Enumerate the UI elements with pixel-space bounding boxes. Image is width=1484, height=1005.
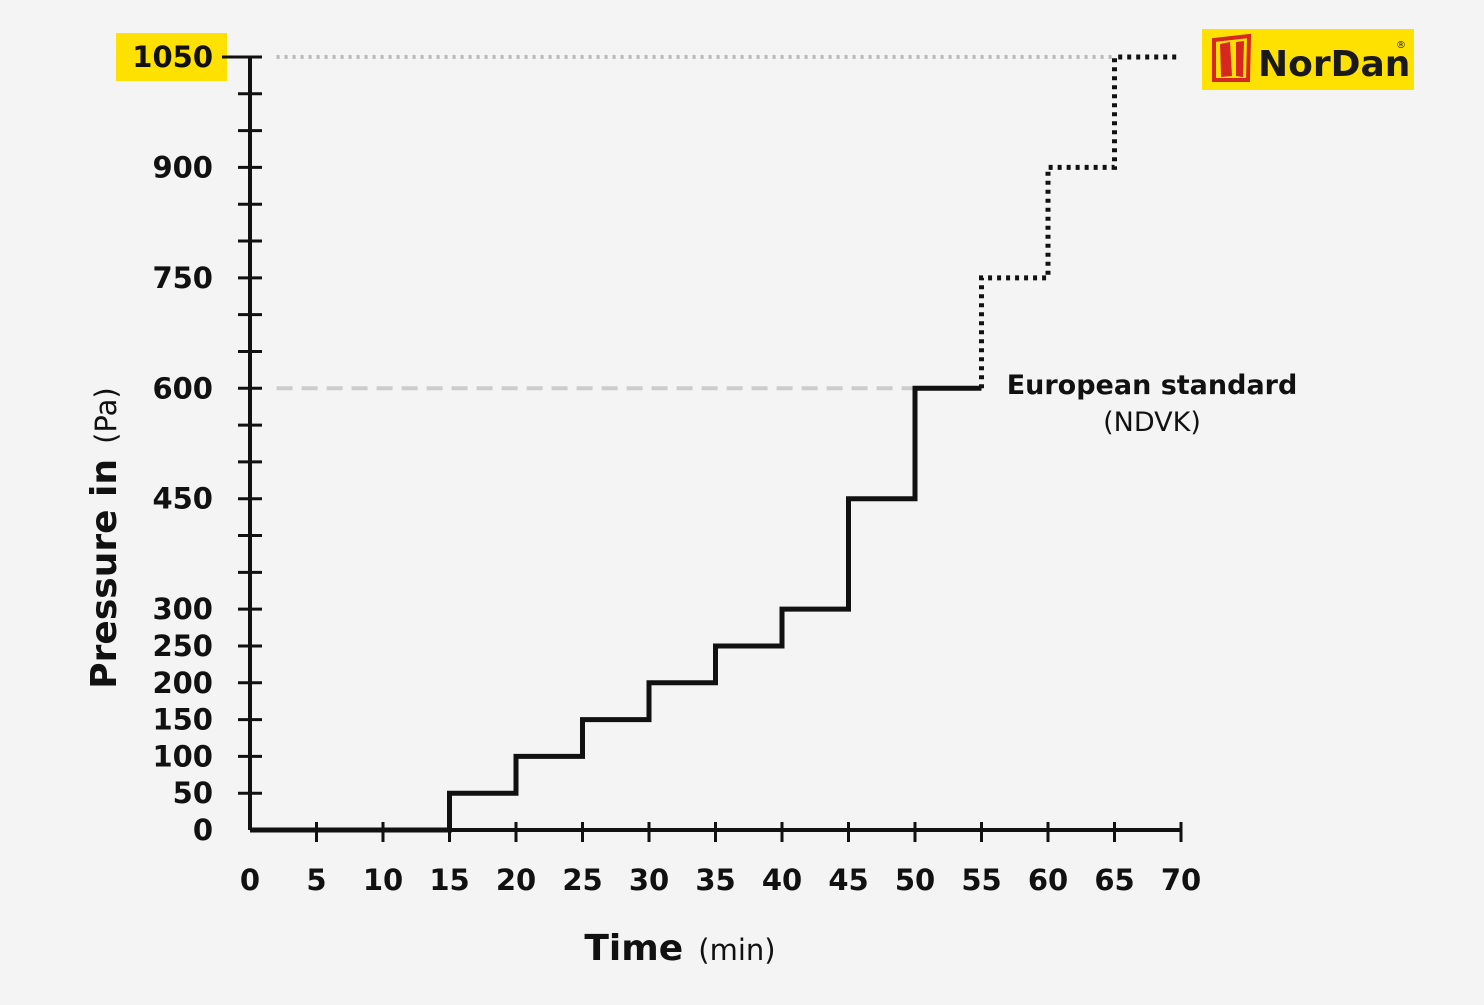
- svg-text:Time (min): Time (min): [584, 928, 775, 969]
- y-axis-title: Pressure in (Pa): [84, 387, 125, 688]
- x-tick-label-50: 50: [895, 863, 935, 897]
- y-axis-title-unit: (Pa): [89, 387, 123, 444]
- x-tick-label-15: 15: [429, 863, 469, 897]
- x-axis-title-unit: (min): [698, 933, 775, 967]
- y-tick-label-600: 600: [152, 371, 213, 405]
- y-axis-title-main: Pressure in: [84, 459, 125, 689]
- x-tick-label-70: 70: [1161, 863, 1201, 897]
- series-european-standard: [250, 385, 982, 833]
- y-tick-label-900: 900: [152, 150, 213, 184]
- x-tick-label-25: 25: [562, 863, 602, 897]
- y-tick-label-50: 50: [173, 776, 213, 810]
- y-tick-label-450: 450: [152, 482, 213, 516]
- x-tick-label-40: 40: [762, 863, 802, 897]
- logo-text: NorDan: [1258, 44, 1410, 85]
- annotation: European standard (NDVK): [1007, 370, 1298, 438]
- x-tick-label-55: 55: [961, 863, 1001, 897]
- y-tick-label-100: 100: [152, 739, 213, 773]
- x-axis-title-main: Time: [584, 928, 683, 969]
- y-tick-label-750: 750: [152, 261, 213, 295]
- x-tick-label-60: 60: [1028, 863, 1068, 897]
- logo-mark-icon: [1212, 33, 1252, 82]
- x-tick-label-10: 10: [363, 863, 403, 897]
- x-tick-label-5: 5: [306, 863, 326, 897]
- reference-lines: [276, 55, 1115, 391]
- x-tick-label-30: 30: [629, 863, 669, 897]
- x-tick-label-45: 45: [828, 863, 868, 897]
- series-group: [250, 54, 1181, 833]
- annotation-line2: (NDVK): [1103, 407, 1201, 438]
- x-tick-label-0: 0: [240, 863, 260, 897]
- x-tick-label-65: 65: [1094, 863, 1134, 897]
- nordan-logo: NorDan ®: [1202, 29, 1414, 90]
- x-axis-title: Time (min): [584, 928, 775, 969]
- logo-registered-mark: ®: [1396, 40, 1406, 51]
- y-tick-label-300: 300: [152, 592, 213, 626]
- y-tick-label-0: 0: [193, 813, 213, 847]
- annotation-line1: European standard: [1007, 370, 1298, 401]
- x-tick-label-20: 20: [496, 863, 536, 897]
- x-axis-ticks: 0 5 10 15 20 25 30 35 40 45 50 55 60 65 70: [240, 822, 1201, 897]
- y-tick-highlight: [116, 33, 227, 81]
- x-tick-label-35: 35: [695, 863, 735, 897]
- svg-text:Pressure in (Pa): Pressure in (Pa): [84, 387, 125, 688]
- y-tick-label-1050: 1050: [132, 40, 213, 74]
- y-tick-label-200: 200: [152, 666, 213, 700]
- y-tick-label-250: 250: [152, 629, 213, 663]
- series-extension-dotted: [979, 54, 1181, 389]
- axes: [248, 57, 1181, 832]
- y-tick-label-150: 150: [152, 703, 213, 737]
